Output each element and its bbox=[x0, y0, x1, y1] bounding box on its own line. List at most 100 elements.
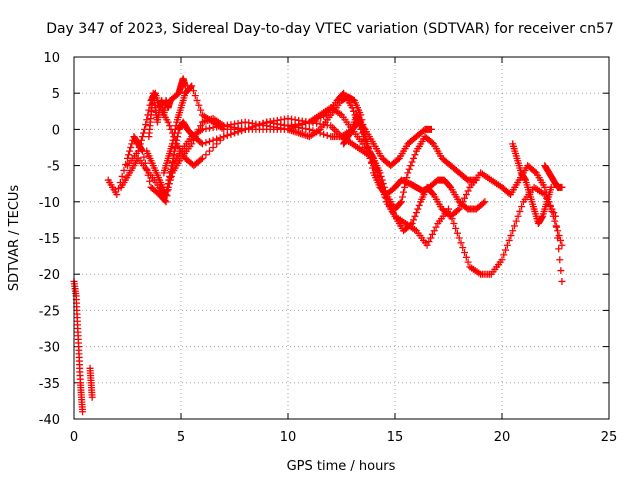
data-point bbox=[323, 131, 331, 139]
data-point bbox=[134, 147, 142, 155]
data-point bbox=[427, 125, 435, 133]
data-point bbox=[448, 215, 456, 223]
y-tick-label: 0 bbox=[52, 123, 60, 138]
data-point bbox=[481, 198, 489, 206]
data-point bbox=[170, 133, 178, 141]
data-point bbox=[143, 116, 151, 124]
data-point bbox=[127, 144, 135, 151]
data-point bbox=[472, 176, 480, 184]
data-point bbox=[202, 139, 210, 147]
data-point bbox=[216, 134, 224, 142]
data-point bbox=[503, 241, 511, 249]
data-point bbox=[181, 82, 189, 90]
data-point bbox=[187, 83, 195, 91]
data-point bbox=[195, 101, 203, 109]
data-point bbox=[198, 154, 206, 162]
data-point bbox=[462, 253, 470, 261]
data-point bbox=[457, 201, 465, 209]
data-point bbox=[347, 127, 355, 135]
y-tick-label: -10 bbox=[39, 196, 60, 211]
data-point bbox=[510, 222, 518, 230]
data-point bbox=[547, 183, 555, 191]
data-point bbox=[498, 256, 506, 264]
data-point bbox=[241, 125, 249, 133]
data-point bbox=[446, 210, 454, 218]
data-point bbox=[558, 241, 566, 249]
data-point bbox=[516, 207, 524, 215]
data-point bbox=[170, 151, 178, 159]
data-point bbox=[202, 151, 210, 159]
data-point bbox=[464, 187, 472, 195]
data-point bbox=[164, 180, 172, 188]
data-point bbox=[461, 194, 469, 202]
data-point bbox=[556, 256, 564, 264]
data-point bbox=[402, 178, 410, 186]
data-point bbox=[259, 119, 267, 127]
data-point bbox=[558, 183, 566, 191]
data-point bbox=[550, 209, 558, 217]
series-trace-f bbox=[145, 75, 189, 141]
data-point bbox=[191, 92, 199, 100]
series-trace-i bbox=[541, 162, 566, 191]
y-tick-label: -15 bbox=[39, 232, 60, 247]
data-point bbox=[193, 96, 201, 104]
data-point bbox=[125, 151, 133, 159]
data-point bbox=[166, 122, 174, 130]
tick-labels: 0 5 10 15 20 25 10 5 0 -5 -10 -15 -20 -25 -30 -35 -40 bbox=[39, 51, 618, 445]
data-point bbox=[377, 172, 385, 180]
data-point bbox=[557, 267, 565, 275]
data-point bbox=[411, 151, 419, 159]
data-point bbox=[369, 153, 377, 161]
data-point bbox=[411, 212, 419, 220]
y-tick-label: -40 bbox=[39, 413, 60, 428]
data-point bbox=[464, 258, 472, 266]
x-tick-label: 10 bbox=[280, 430, 297, 445]
data-point bbox=[163, 187, 171, 195]
data-point bbox=[305, 125, 313, 133]
data-point bbox=[168, 158, 176, 166]
data-point bbox=[546, 201, 554, 209]
data-point bbox=[348, 104, 356, 112]
data-point bbox=[313, 128, 321, 136]
y-tick-label: 10 bbox=[43, 51, 60, 66]
y-tick-label: -20 bbox=[39, 268, 60, 283]
data-point bbox=[459, 198, 467, 206]
data-point bbox=[432, 223, 440, 231]
data-point bbox=[461, 248, 469, 256]
data-point bbox=[309, 127, 317, 135]
x-tick-label: 20 bbox=[494, 430, 511, 445]
data-point bbox=[171, 144, 179, 151]
data-point bbox=[379, 180, 387, 188]
data-point bbox=[198, 140, 206, 148]
data-point bbox=[455, 234, 463, 242]
data-point bbox=[378, 176, 386, 184]
data-point bbox=[135, 144, 143, 151]
data-point bbox=[128, 140, 136, 148]
data-point bbox=[171, 125, 179, 133]
data-point bbox=[171, 129, 179, 137]
plot-frame bbox=[73, 56, 610, 420]
data-point bbox=[220, 133, 228, 141]
x-tick-label: 15 bbox=[387, 430, 404, 445]
data-point bbox=[245, 124, 253, 132]
data-point bbox=[118, 172, 126, 180]
data-point bbox=[396, 199, 404, 207]
y-tick-label: -30 bbox=[39, 341, 60, 356]
data-point bbox=[165, 176, 173, 184]
data-point bbox=[450, 220, 458, 228]
data-point bbox=[427, 234, 435, 242]
data-point bbox=[554, 227, 562, 235]
data-point bbox=[445, 205, 452, 213]
data-point bbox=[551, 217, 559, 225]
data-point bbox=[146, 177, 154, 185]
data-point bbox=[376, 169, 384, 177]
data-point bbox=[88, 393, 96, 401]
data-point bbox=[428, 230, 436, 238]
data-point bbox=[455, 205, 463, 213]
data-point bbox=[412, 209, 420, 217]
data-point bbox=[410, 154, 418, 162]
data-point bbox=[162, 198, 170, 206]
data-point bbox=[505, 236, 513, 244]
data-point bbox=[255, 121, 263, 129]
